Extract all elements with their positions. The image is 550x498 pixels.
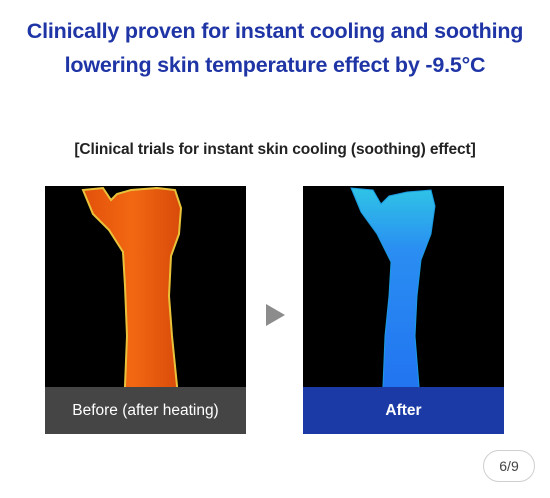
- cool-arm-thermal-graphic: [350, 187, 436, 434]
- headline-line-2: lowering skin temperature effect by -9.5…: [64, 53, 486, 77]
- page-indicator: 6/9: [483, 450, 535, 482]
- before-caption: Before (after heating): [45, 387, 246, 434]
- headline: Clinically proven for instant cooling an…: [0, 14, 550, 82]
- before-thermal-image: Before (after heating): [45, 186, 246, 434]
- after-caption: After: [303, 387, 504, 434]
- play-arrow-icon: [266, 304, 285, 326]
- after-thermal-image: After: [303, 186, 504, 434]
- headline-line-1: Clinically proven for instant cooling an…: [26, 19, 524, 43]
- subtitle: [Clinical trials for instant skin coolin…: [74, 141, 476, 158]
- warm-arm-thermal-graphic: [81, 186, 183, 434]
